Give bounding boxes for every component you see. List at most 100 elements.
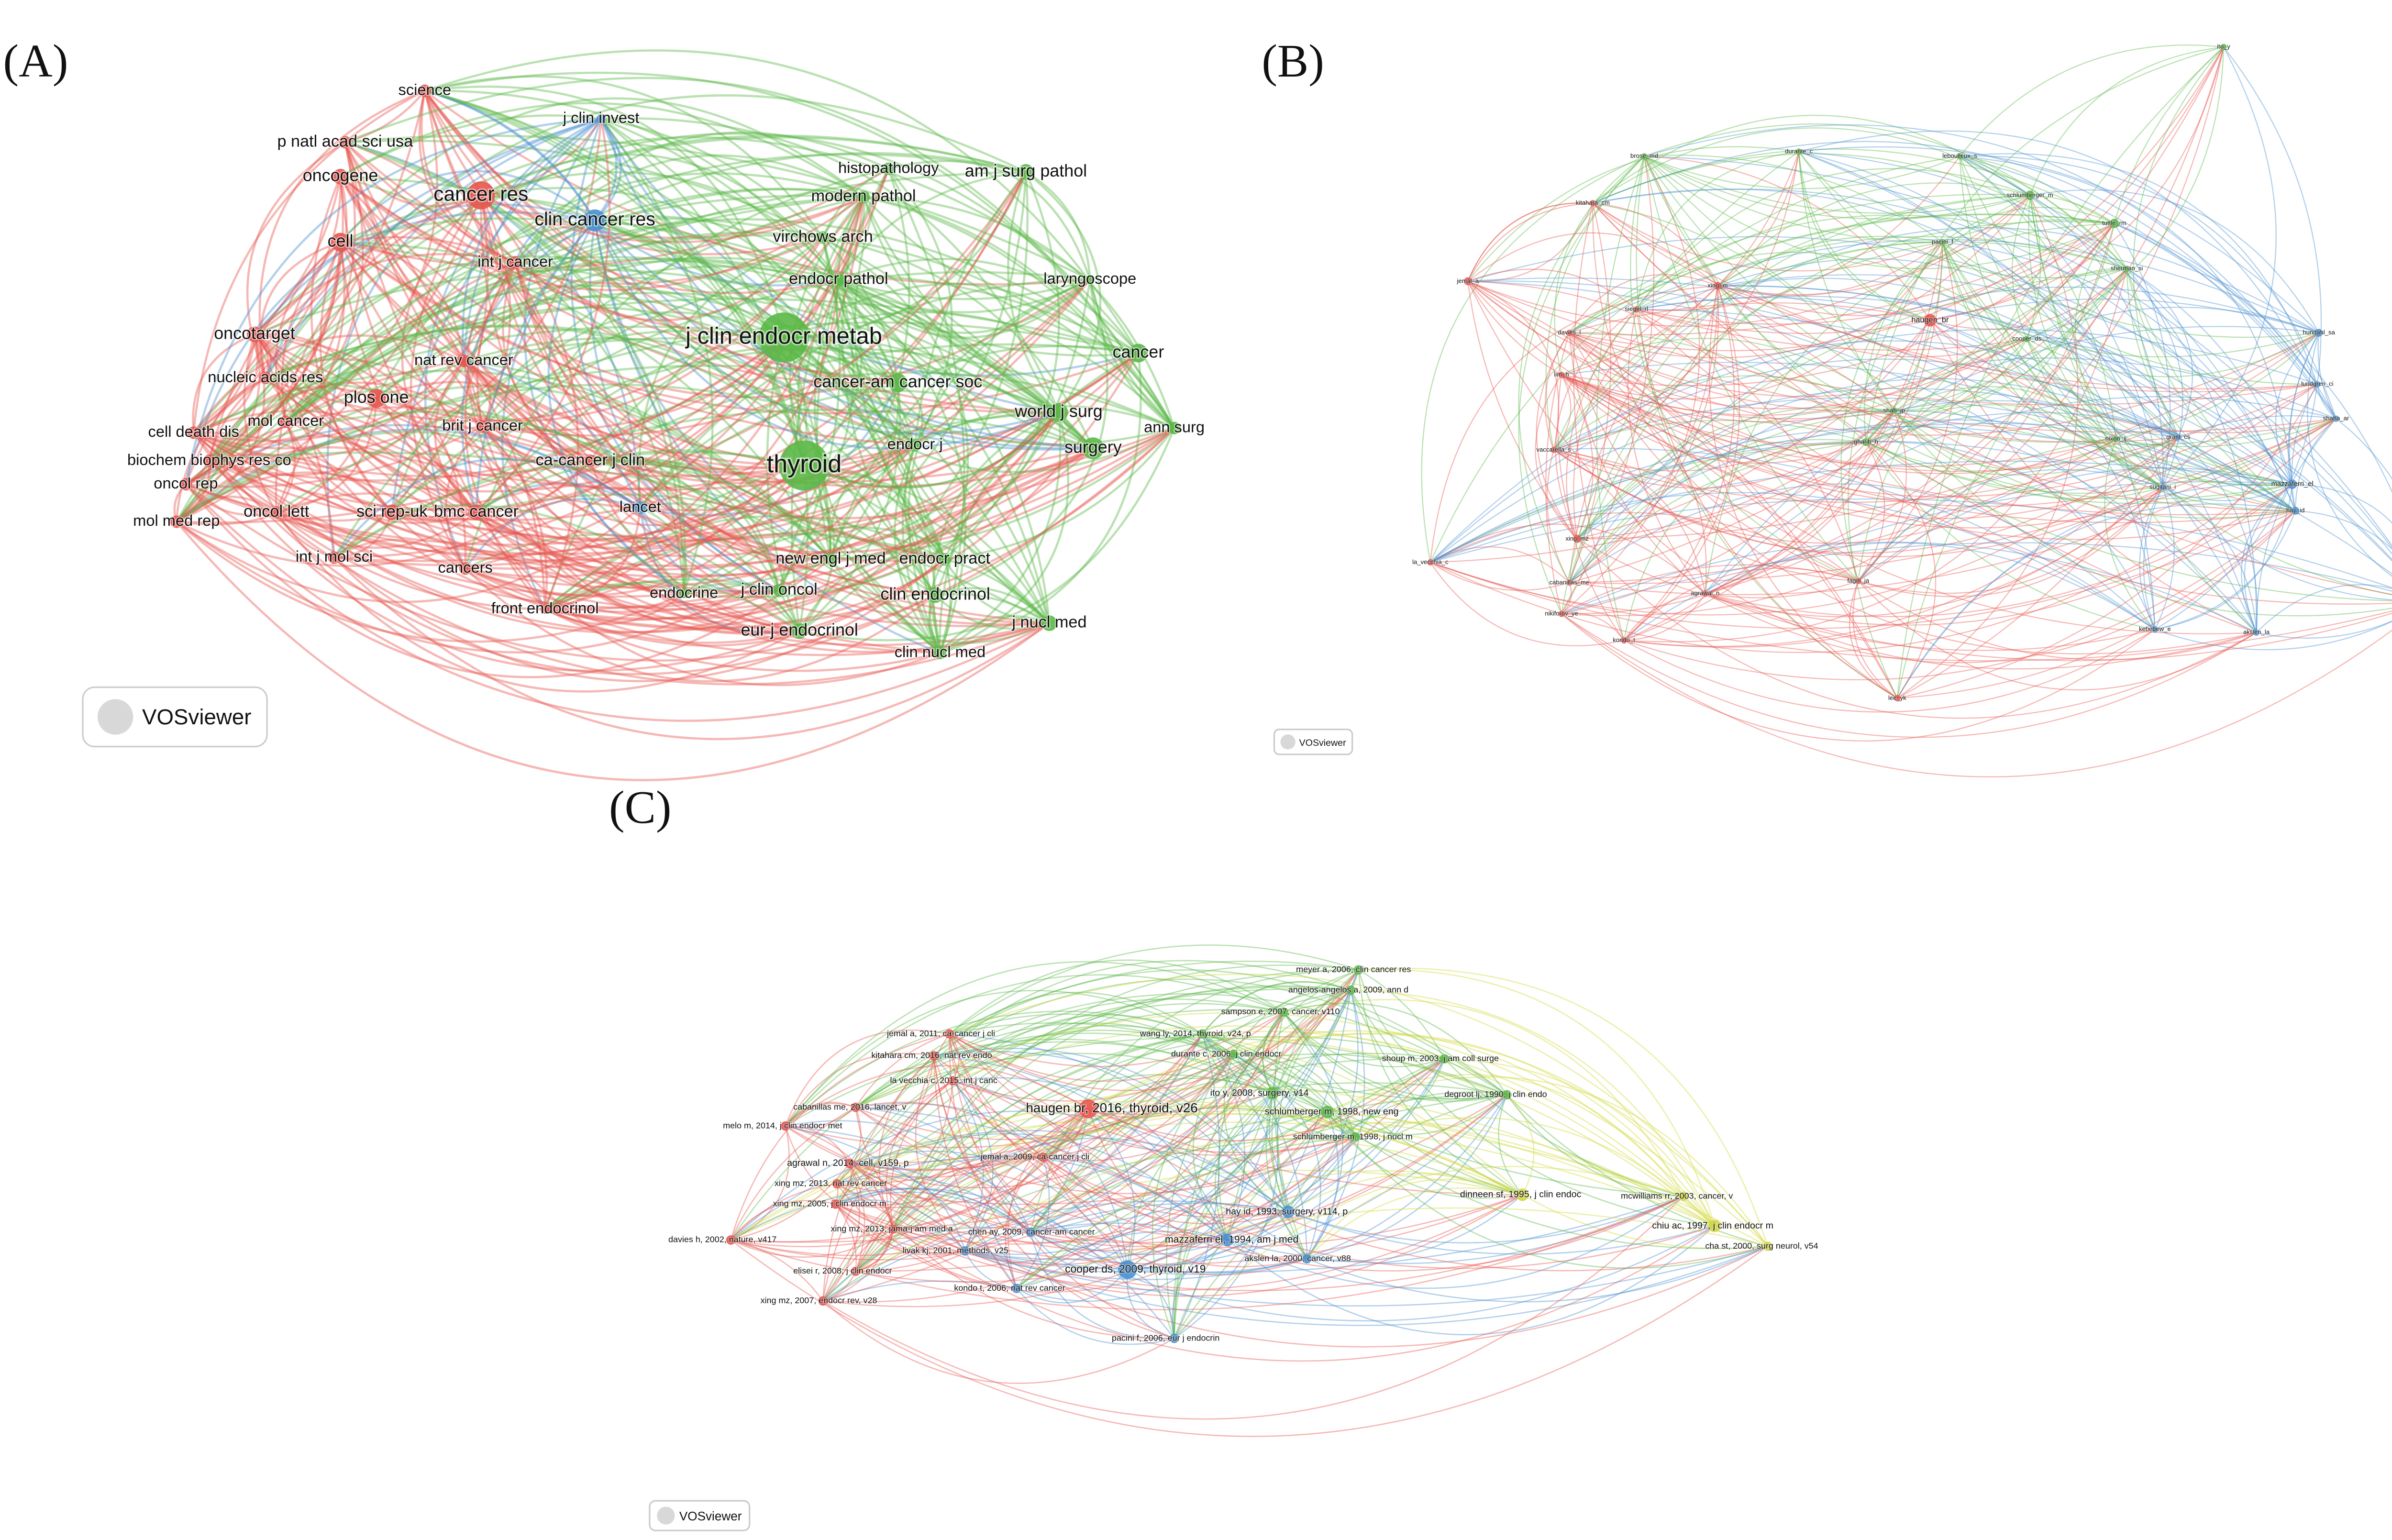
edge xyxy=(344,141,516,264)
edge xyxy=(939,411,1060,653)
node xyxy=(844,1159,854,1168)
edge xyxy=(731,1058,1445,1243)
edge xyxy=(964,1094,1507,1269)
edge xyxy=(2114,46,2224,224)
edge xyxy=(933,1055,1128,1271)
panel-label: (C) xyxy=(609,782,672,833)
edge xyxy=(276,321,1139,513)
edge xyxy=(1799,151,2296,511)
edge xyxy=(1858,268,2127,581)
edge xyxy=(1569,418,2337,584)
edge xyxy=(2295,510,2392,550)
node xyxy=(466,181,495,210)
node-label: sugitani_i xyxy=(2149,483,2176,490)
edge xyxy=(1127,1269,1175,1339)
edge xyxy=(1553,242,1943,451)
edge xyxy=(1960,155,2127,269)
edge xyxy=(480,153,840,280)
edge xyxy=(1798,151,2319,357)
edge xyxy=(1467,280,1898,698)
edge xyxy=(778,411,1059,591)
edge xyxy=(2027,332,2319,377)
edge xyxy=(1233,1053,1356,1138)
edge xyxy=(1644,155,1931,321)
edge xyxy=(1202,1033,1245,1241)
edge xyxy=(475,118,611,513)
edge xyxy=(176,471,466,569)
edge xyxy=(545,447,1094,610)
edge xyxy=(480,194,864,244)
edge xyxy=(1561,374,1894,420)
edge xyxy=(1174,1094,1507,1339)
edge xyxy=(333,458,641,558)
edge xyxy=(823,1011,1285,1303)
edge xyxy=(1930,299,2319,333)
edge xyxy=(1866,268,2127,443)
edge xyxy=(785,990,1203,1127)
edge xyxy=(1624,593,1706,641)
node-label: j clin endocr metab xyxy=(685,323,882,349)
edge xyxy=(863,196,1175,429)
edge xyxy=(423,90,823,255)
edge xyxy=(1351,989,1716,1227)
edge xyxy=(1576,406,1894,540)
edge xyxy=(1306,1178,1523,1259)
edge xyxy=(849,989,1351,1164)
node-label: siegel_rl xyxy=(1625,305,1648,312)
edge xyxy=(1561,320,1931,615)
edge xyxy=(1840,195,2030,581)
edge xyxy=(392,336,785,514)
edge xyxy=(1468,203,1594,282)
edge xyxy=(2115,437,2179,447)
edge xyxy=(1897,437,2179,699)
edge xyxy=(424,89,806,466)
edge xyxy=(964,1245,1768,1307)
edge xyxy=(1307,1094,1507,1260)
edge xyxy=(481,425,548,609)
edge xyxy=(785,1125,850,1164)
edge xyxy=(176,385,832,560)
edge xyxy=(176,428,641,523)
edge xyxy=(1030,1222,1228,1241)
node xyxy=(927,587,943,603)
edge xyxy=(1705,326,2319,594)
edge xyxy=(1561,374,2296,523)
edge xyxy=(2154,620,2392,651)
edge xyxy=(1025,171,1091,280)
edge xyxy=(935,587,1051,624)
node-label: surgery xyxy=(1064,438,1122,457)
edge xyxy=(783,336,1051,624)
edge xyxy=(949,959,1284,1035)
edge xyxy=(849,1094,1507,1243)
edge xyxy=(1858,47,2225,582)
edge xyxy=(1042,1157,1307,1267)
edge xyxy=(185,444,916,546)
edge xyxy=(1959,156,2292,485)
edge xyxy=(2115,332,2319,440)
edge xyxy=(2292,484,2392,524)
edge xyxy=(803,279,863,466)
edge xyxy=(783,311,1175,429)
edge xyxy=(949,1033,1523,1196)
edge xyxy=(1561,156,1655,614)
edge xyxy=(1576,378,2179,540)
edge xyxy=(1430,268,2127,563)
edge xyxy=(730,1187,1128,1271)
edge xyxy=(376,256,1060,413)
edge xyxy=(344,142,641,509)
edge xyxy=(1644,124,2318,385)
edge xyxy=(1030,1232,1174,1340)
edge xyxy=(594,219,839,287)
edge xyxy=(914,171,1027,445)
node xyxy=(1118,1260,1137,1279)
edge xyxy=(344,141,642,508)
edge xyxy=(544,352,1140,630)
edge xyxy=(830,444,916,560)
edge xyxy=(1866,441,2156,630)
edge xyxy=(1430,426,2296,563)
edge xyxy=(1798,151,2127,278)
edge xyxy=(855,1103,1128,1270)
node-label: schlumberger m, 1998, j nucl m xyxy=(1293,1131,1413,1141)
edge xyxy=(1592,148,2115,224)
node xyxy=(1558,372,1565,378)
